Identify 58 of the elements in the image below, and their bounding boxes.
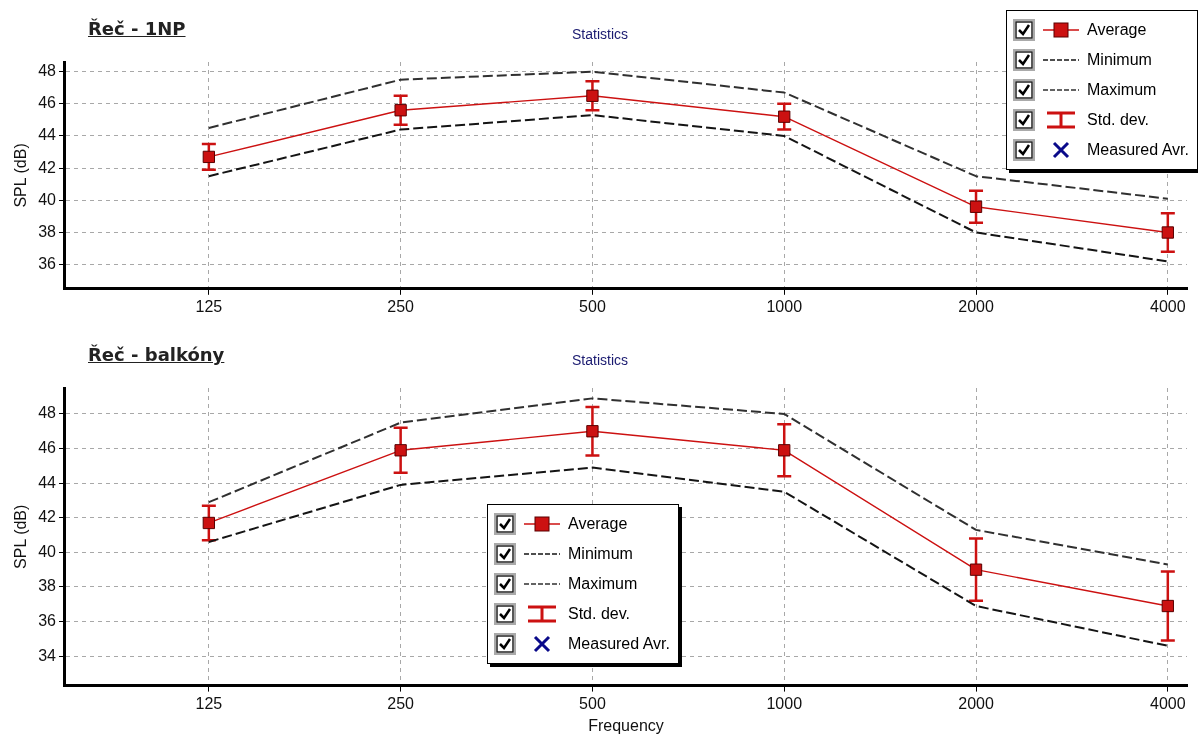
y-tick-label: 34 [38,646,57,664]
point [586,89,599,102]
y-tick-label: 48 [38,62,57,80]
x-tick-label: 125 [195,694,223,712]
x-tick-label: 4000 [1150,297,1186,315]
y-tick-label: 40 [38,542,57,560]
annotation: Std. dev. [568,605,630,623]
legend-label: Average [568,515,628,533]
y-tick-label: 42 [38,508,57,526]
x-tick-label: 250 [387,297,415,315]
chart-title: Řeč - 1NP [88,18,186,39]
x-axis-title: Frequency [588,716,664,734]
y-tick-label: 46 [38,94,57,112]
legend-label: Average [1087,21,1147,39]
line-series [207,397,1169,566]
x-tick-label: 2000 [958,297,994,315]
y-axis-title: SPL (dB) [12,143,30,208]
x-tick-label: 1000 [766,694,803,712]
chart-title: Řeč - balkóny [88,344,225,365]
legend-label: Measured Avr. [568,635,670,653]
point [202,516,215,530]
annotation: Std. dev. [1087,111,1149,129]
x-tick-label: 1000 [766,297,803,315]
legend-label: Minimum [568,545,633,563]
x-tick-label: 125 [195,297,223,315]
y-tick-label: 36 [38,611,57,629]
y-axis-title: SPL (dB) [12,504,30,569]
point [394,444,407,457]
y-tick-label: 38 [38,222,57,240]
point [778,110,791,123]
point [969,563,983,576]
y-tick-label: 44 [38,473,57,491]
y-tick-label: 36 [38,255,57,273]
legend-label: Measured Avr. [1087,141,1189,159]
legend-label: Maximum [1087,81,1157,99]
y-tick-label: 38 [38,577,57,595]
point [394,104,407,117]
point [1161,226,1174,239]
x-tick-label: 250 [387,694,415,712]
x-tick-label: 500 [579,694,606,712]
point [202,150,215,164]
point [1161,599,1174,613]
x-tick-label: 2000 [958,694,994,712]
chart-subtitle: Statistics [571,352,629,368]
y-tick-label: 46 [38,438,57,456]
y-tick-label: 48 [38,404,57,422]
x-tick-label: 500 [579,297,606,315]
line-series [207,466,1169,647]
point [586,425,599,438]
y-tick-label: 42 [38,158,57,176]
point [969,200,983,213]
legend-label: Maximum [568,575,638,593]
y-tick-label: 44 [38,126,57,144]
y-tick-label: 40 [38,190,57,208]
x-tick-label: 4000 [1150,694,1186,712]
legend-label: Minimum [1087,51,1152,69]
chart-subtitle: Statistics [571,26,629,42]
point [778,444,791,457]
